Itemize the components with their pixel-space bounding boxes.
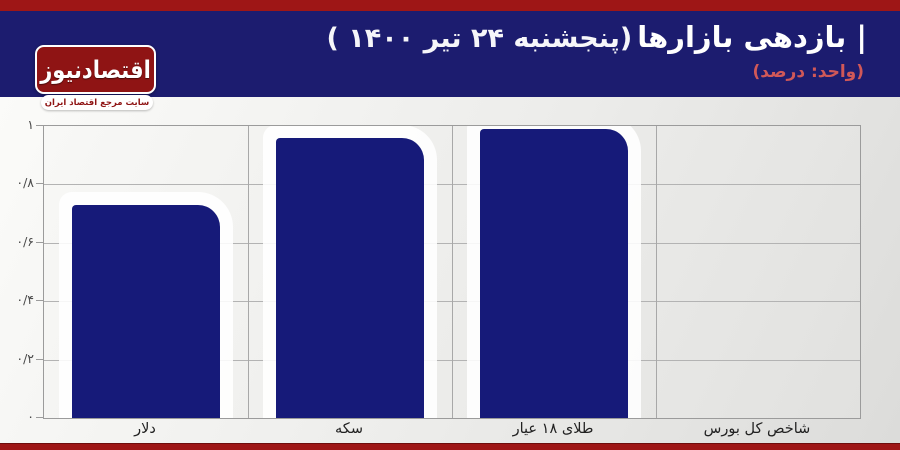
x-axis-label-1: دلار	[134, 421, 156, 437]
chart-title-date: (پنجشنبه ۲۴ تیر ۱۴۰۰ )	[326, 23, 633, 54]
x-gridline-2	[452, 126, 453, 418]
logo-wordmark: اقتصادنیوز	[40, 55, 151, 84]
x-gridline-3	[656, 126, 657, 418]
bar-1	[71, 204, 221, 418]
y-tick-mark-4	[36, 183, 43, 185]
logo-tagline-pill: سایت مرجع اقتصاد ایران	[41, 95, 153, 110]
chart-title: | بازدهی بازارها (پنجشنبه ۲۴ تیر ۱۴۰۰ )	[327, 20, 867, 54]
eghtesadnews-logo: اقتصادنیوز	[35, 45, 156, 94]
chart-title-main: | بازدهی بازارها	[637, 20, 867, 54]
bar-column-4	[656, 126, 860, 418]
y-tick-label-4: ۰/۸	[16, 175, 34, 191]
y-tick-label-1: ۰/۲	[16, 350, 34, 366]
y-tick-mark-5	[36, 125, 43, 126]
y-tick-label-3: ۰/۶	[16, 233, 34, 249]
y-tick-label-2: ۰/۴	[16, 292, 34, 308]
bars-row	[44, 126, 860, 418]
bar-column-1	[44, 126, 248, 418]
x-axis-label-2: سکه	[335, 421, 363, 437]
plot-area	[43, 125, 861, 419]
chart-unit-subtitle: (واحد: درصد)	[752, 62, 864, 82]
y-tick-mark-3	[36, 241, 43, 243]
top-red-strip	[0, 0, 900, 11]
chart-section: دلار سکه طلای ۱۸ عیار شاخص کل بورس ۰ ۰/۲ ۰/۴ ۰…	[0, 97, 900, 443]
x-axis-label-4: شاخص کل بورس	[703, 421, 811, 437]
x-gridline-1	[248, 126, 249, 418]
bottom-red-strip	[0, 443, 900, 450]
y-tick-label-5: ۱	[27, 117, 34, 132]
bar-column-2	[248, 126, 452, 418]
y-tick-mark-1	[36, 358, 43, 360]
logo-tagline-text: سایت مرجع اقتصاد ایران	[44, 97, 150, 108]
y-tick-label-0: ۰	[27, 409, 34, 424]
bar-column-3	[452, 126, 656, 418]
bar-2	[275, 137, 425, 418]
x-axis-label-3: طلای ۱۸ عیار	[512, 421, 594, 437]
y-tick-mark-0	[36, 417, 43, 418]
x-axis-labels: دلار سکه طلای ۱۸ عیار شاخص کل بورس	[43, 421, 859, 443]
y-tick-mark-2	[36, 300, 43, 302]
bar-3	[479, 128, 629, 418]
